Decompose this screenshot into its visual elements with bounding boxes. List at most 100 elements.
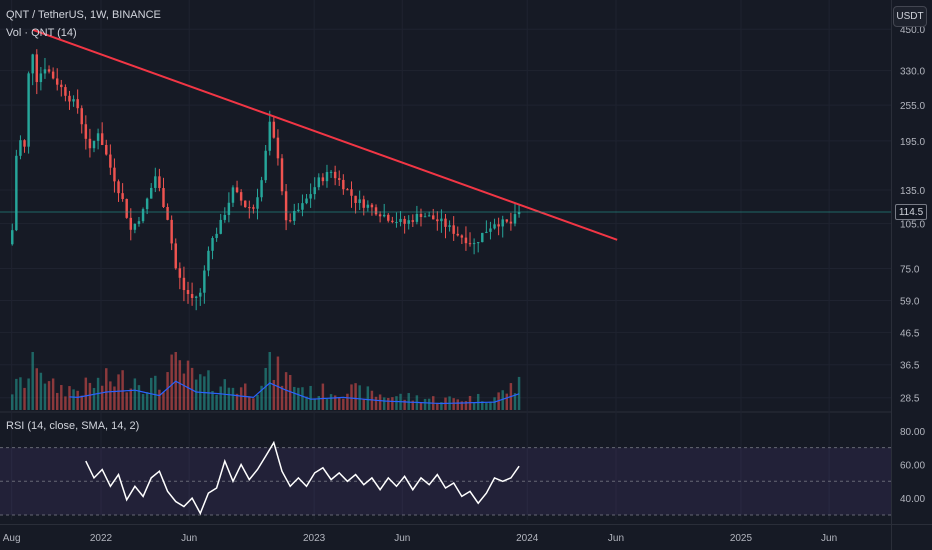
candle-down	[76, 99, 79, 109]
volume-bar-down	[374, 396, 378, 410]
rsi-indicator-label[interactable]: RSI (14, close, SMA, 14, 2)	[6, 420, 140, 432]
volume-bar-down	[321, 383, 325, 410]
candle-down	[505, 219, 509, 222]
candle-down	[280, 158, 284, 192]
volume-bar-up	[423, 398, 427, 410]
volume-bar-down	[88, 382, 92, 410]
resistance-trendline	[32, 28, 618, 241]
volume-bar-down	[452, 398, 455, 410]
volume-bar-up	[19, 377, 22, 410]
candle-down	[100, 133, 104, 145]
candle-down	[338, 178, 341, 180]
candle-up	[137, 221, 141, 224]
candle-down	[497, 224, 500, 227]
candle-down	[272, 121, 276, 138]
currency-button[interactable]: USDT	[893, 6, 927, 27]
price-tick-label: 135.0	[900, 186, 925, 197]
candle-up	[203, 270, 206, 293]
candle-down	[468, 243, 472, 245]
volume-bar-down	[362, 399, 365, 410]
candle-down	[178, 268, 182, 278]
candle-up	[223, 214, 227, 220]
price-tick-label: 450.0	[900, 25, 925, 36]
candle-up	[481, 232, 484, 243]
volume-bar-up	[440, 402, 443, 410]
candle-up	[149, 187, 153, 199]
volume-bar-up	[501, 390, 504, 410]
time-tick-label: 2025	[730, 533, 753, 544]
candle-up	[39, 73, 43, 83]
candle-down	[276, 137, 280, 159]
candle-up	[423, 216, 427, 218]
volume-bar-down	[354, 383, 357, 410]
volume-bar-down	[411, 400, 415, 410]
volume-bar-up	[231, 387, 235, 410]
rsi-tick-label: 40.00	[900, 494, 925, 505]
volume-bar-up	[15, 378, 18, 410]
volume-bar-down	[100, 385, 104, 410]
candle-down	[346, 189, 349, 191]
candle-down	[125, 199, 128, 218]
candle-down	[60, 84, 63, 88]
candle-down	[333, 171, 337, 179]
volume-bar-down	[276, 356, 280, 410]
candle-down	[170, 219, 173, 244]
candle-down	[166, 206, 169, 220]
volume-bar-up	[489, 401, 492, 410]
volume-bar-up	[382, 397, 386, 410]
candle-up	[301, 203, 304, 210]
candle-down	[117, 181, 120, 194]
candle-up	[358, 199, 361, 203]
candle-down	[378, 214, 382, 217]
candle-up	[145, 198, 149, 210]
volume-bar-down	[80, 395, 83, 410]
volume-bar-down	[342, 398, 345, 410]
volume-bar-down	[182, 373, 186, 410]
candle-down	[354, 195, 357, 203]
candle-up	[395, 221, 398, 223]
volume-bar-up	[39, 372, 43, 410]
rsi-line	[85, 440, 520, 516]
candle-up	[227, 202, 231, 215]
candle-up	[305, 198, 308, 204]
volume-bar-up	[11, 394, 14, 410]
candle-down	[288, 220, 292, 222]
candle-up	[366, 204, 370, 208]
volume-ma-line	[69, 380, 520, 405]
trendline[interactable]	[32, 28, 618, 241]
candle-down	[509, 221, 513, 224]
volume-bar-down	[170, 354, 173, 410]
candle-up	[133, 223, 137, 230]
volume-bar-down	[346, 393, 349, 410]
time-tick-label: 2022	[90, 533, 113, 544]
volume-bar-down	[162, 392, 165, 410]
candle-up	[264, 150, 267, 181]
rsi-axis[interactable]: 40.00 60.00 80.00	[900, 427, 925, 505]
volume-indicator-label[interactable]: Vol · QNT (14)	[6, 27, 77, 39]
volume-bar-down	[387, 397, 390, 410]
candle-up	[194, 296, 198, 298]
volume-bar-up	[317, 396, 321, 410]
candle-down	[55, 78, 59, 85]
volume-bar-down	[121, 370, 124, 410]
candle-down	[460, 235, 464, 238]
time-axis[interactable]: Aug 2022 Jun 2023 Jun 2024 Jun 2025 Jun	[3, 533, 837, 544]
candle-down	[370, 204, 374, 208]
volume-bar-up	[481, 401, 484, 410]
symbol-title[interactable]: QNT / TetherUS, 1W, BINANCE	[6, 9, 161, 21]
price-tick-label: 105.0	[900, 220, 925, 231]
volume-bar-down	[239, 387, 243, 410]
volume-bar-up	[92, 387, 96, 410]
candle-up	[407, 220, 410, 224]
volume-bar-down	[68, 386, 71, 410]
volume-bar-down	[60, 385, 63, 410]
candle-up	[215, 233, 218, 239]
time-tick-label: 2023	[303, 533, 326, 544]
candle-up	[309, 194, 312, 199]
volume-bar-down	[403, 399, 406, 410]
price-axis[interactable]: 28.5 36.5 46.5 59.0 75.0 105.0 135.0 195.0 255.0…	[900, 25, 925, 405]
volume-bar-down	[117, 374, 120, 410]
volume-bar-up	[264, 367, 267, 410]
